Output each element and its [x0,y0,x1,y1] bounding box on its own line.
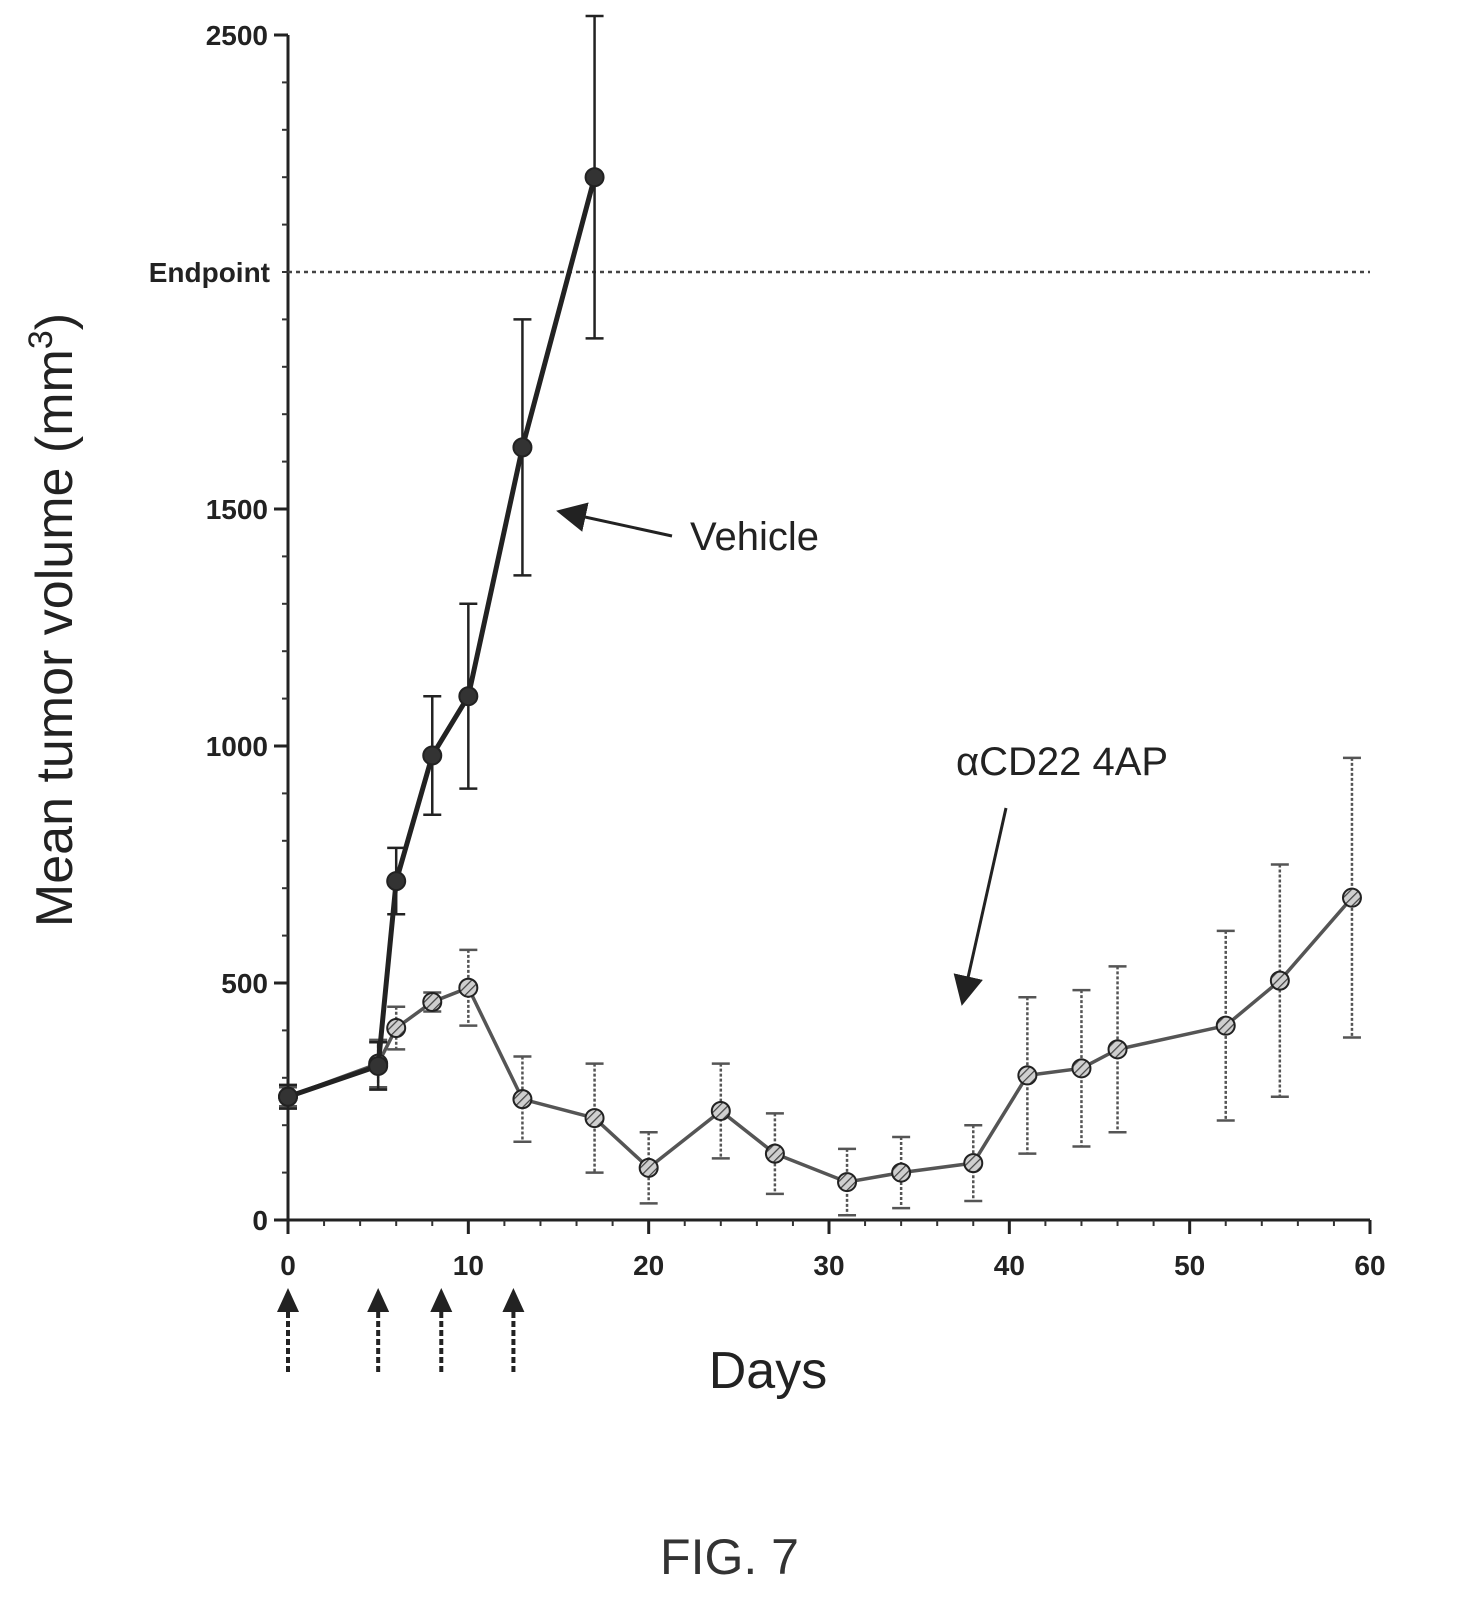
data-point [764,1143,785,1164]
x-tick-label-20: 20 [633,1250,664,1281]
data-point [278,1086,298,1107]
data-point [368,1055,389,1076]
dosing-arrow-head [430,1288,453,1312]
series-1 [278,756,1362,1217]
endpoint-reference: Endpoint [149,257,1370,288]
y-tick-label-1500: 1500 [206,494,268,525]
dosing-arrow-head [502,1288,525,1312]
vehicle-annotation-arrow [556,502,673,538]
data-point [1107,1039,1128,1060]
data-point [1269,970,1290,991]
dosing-arrows [277,1288,525,1372]
x-tick-label-10: 10 [453,1250,484,1281]
x-tick-label-50: 50 [1174,1250,1205,1281]
y-tick-label-500: 500 [221,968,268,999]
y-axis-title-superscript: 3 [22,330,60,349]
data-point [512,437,533,458]
data-point [458,977,479,998]
series-line [287,176,597,1100]
dosing-arrow-head [367,1288,390,1312]
x-tick-label-40: 40 [994,1250,1025,1281]
data-point [584,1108,605,1129]
data-point [963,1153,984,1174]
data-series [278,14,1362,1217]
data-point [386,1018,407,1039]
data-point [891,1162,912,1183]
y-axis-title: Mean tumor volume (mm3) [22,313,84,927]
data-point [422,745,443,766]
data-point [386,871,407,892]
y-axis-title-main: Mean tumor volume (mm [26,349,84,927]
x-tick-label-30: 30 [813,1250,844,1281]
dosing-arrow-head [277,1288,299,1312]
data-point [710,1100,731,1121]
y-tick-label-2500: 2500 [206,20,268,51]
data-point [1341,887,1362,908]
figure-caption: FIG. 7 [660,1529,799,1585]
data-point [837,1172,858,1193]
treatment-annotation-arrow [953,807,1008,1006]
treatment-annotation-label: αCD22 4AP [956,740,1168,784]
endpoint-label: Endpoint [149,257,270,288]
tumor-volume-chart: 0 10 20 30 40 50 60 0 500 1000 1500 2500 Endpoint D… [22,14,1386,1400]
y-axis-title-close: ) [26,313,84,330]
y-tick-label-0: 0 [252,1205,268,1236]
data-point [638,1157,659,1178]
series-line [287,896,1354,1184]
data-point [1215,1015,1236,1036]
axes: 0 10 20 30 40 50 60 0 500 1000 1500 2500 [206,20,1386,1281]
annotations: Vehicle αCD22 4AP [556,502,1168,1006]
series-0 [278,14,605,1110]
x-tick-label-0: 0 [280,1250,296,1281]
data-point [512,1089,533,1110]
data-point [1071,1058,1092,1079]
x-tick-label-60: 60 [1354,1250,1385,1281]
data-point [422,991,443,1012]
data-point [458,686,479,707]
x-axis-title: Days [709,1342,827,1400]
vehicle-annotation-label: Vehicle [690,515,819,559]
y-tick-label-1000: 1000 [206,731,268,762]
data-point [1017,1065,1038,1086]
data-point [584,167,605,188]
